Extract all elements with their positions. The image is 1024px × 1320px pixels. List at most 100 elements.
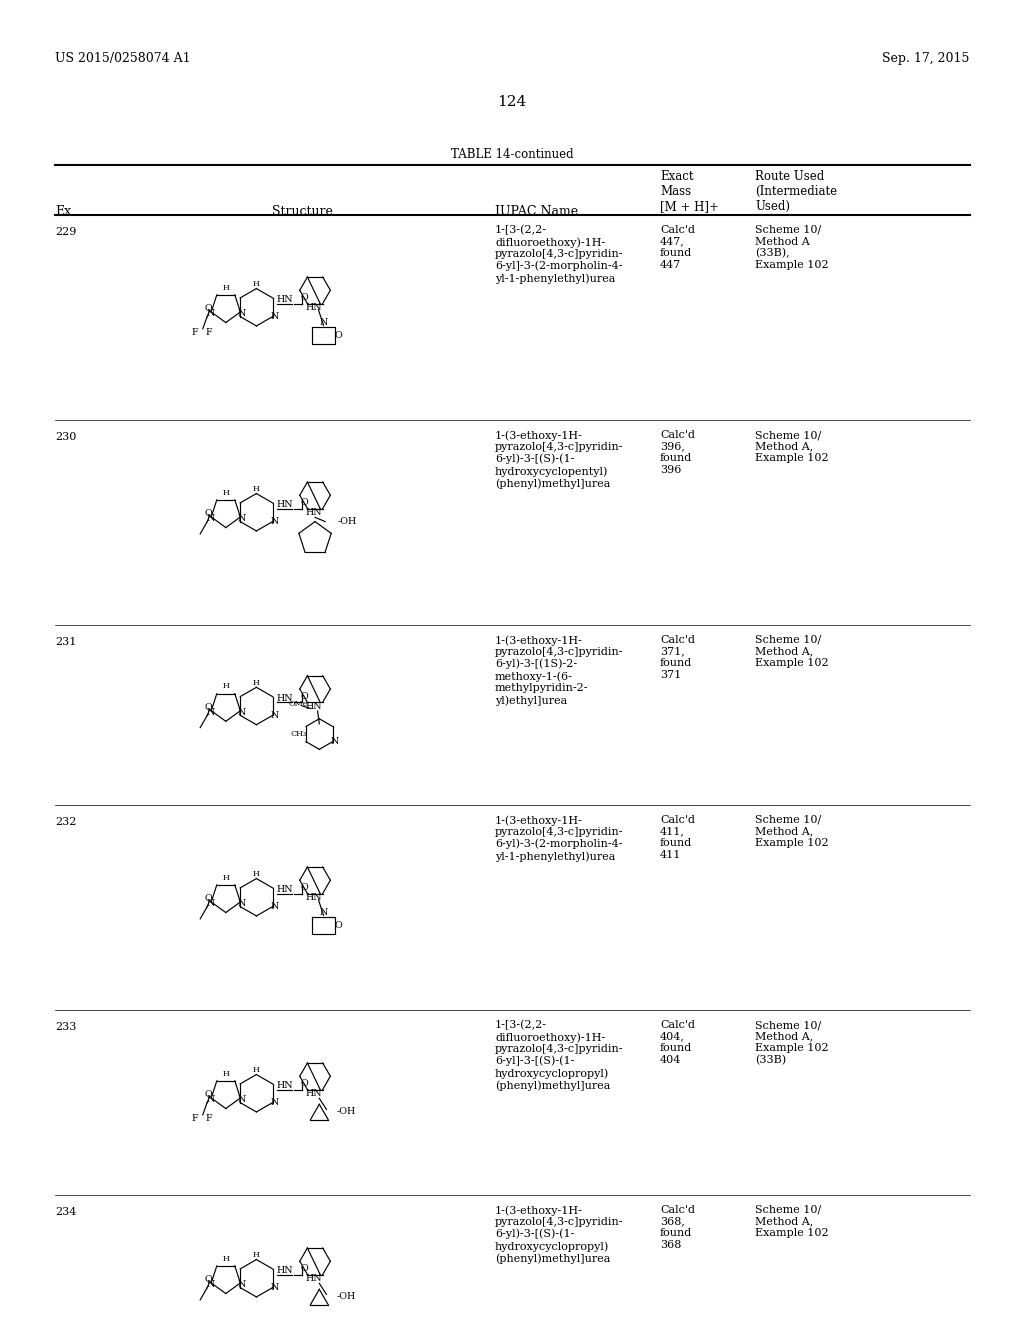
Text: HN: HN — [276, 1266, 293, 1275]
Text: O: O — [300, 883, 308, 892]
Text: H: H — [222, 1069, 229, 1077]
Text: F: F — [191, 327, 199, 337]
Text: Scheme 10/
Method A,
Example 102: Scheme 10/ Method A, Example 102 — [755, 814, 828, 849]
Text: N: N — [238, 1096, 246, 1104]
Text: HN: HN — [305, 304, 322, 313]
Text: 1-(3-ethoxy-1H-
pyrazolo[4,3-c]pyridin-
6-yl)-3-[(1S)-2-
methoxy-1-(6-
methylpyr: 1-(3-ethoxy-1H- pyrazolo[4,3-c]pyridin- … — [495, 635, 624, 706]
Text: O: O — [205, 702, 213, 711]
Text: Exact
Mass
[M + H]+: Exact Mass [M + H]+ — [660, 170, 719, 213]
Text: O: O — [335, 921, 343, 929]
Text: F: F — [191, 1114, 199, 1123]
Text: H: H — [253, 486, 260, 494]
Text: HN: HN — [276, 500, 293, 508]
Text: Structure: Structure — [272, 205, 333, 218]
Text: 231: 231 — [55, 638, 77, 647]
Text: Scheme 10/
Method A,
Example 102
(33B): Scheme 10/ Method A, Example 102 (33B) — [755, 1020, 828, 1065]
Text: 1-[3-(2,2-
difluoroethoxy)-1H-
pyrazolo[4,3-c]pyridin-
6-yl]-3-[(S)-(1-
hydroxyc: 1-[3-(2,2- difluoroethoxy)-1H- pyrazolo[… — [495, 1020, 624, 1092]
Text: H: H — [253, 1251, 260, 1259]
Text: O: O — [300, 293, 308, 302]
Text: O: O — [205, 894, 213, 903]
Text: H: H — [253, 870, 260, 878]
Text: Calc'd
396,
found
396: Calc'd 396, found 396 — [660, 430, 695, 475]
Text: H: H — [253, 1067, 260, 1074]
Text: N: N — [271, 902, 280, 911]
Text: HN: HN — [305, 702, 322, 711]
Text: O: O — [300, 692, 308, 701]
Text: N: N — [238, 1280, 246, 1290]
Text: Calc'd
411,
found
411: Calc'd 411, found 411 — [660, 814, 695, 859]
Text: N: N — [319, 908, 328, 917]
Text: N: N — [319, 318, 328, 327]
Text: HN: HN — [305, 508, 322, 517]
Text: 1-[3-(2,2-
difluoroethoxy)-1H-
pyrazolo[4,3-c]pyridin-
6-yl]-3-(2-morpholin-4-
y: 1-[3-(2,2- difluoroethoxy)-1H- pyrazolo[… — [495, 224, 624, 284]
Text: Calc'd
371,
found
371: Calc'd 371, found 371 — [660, 635, 695, 680]
Text: Scheme 10/
Method A
(33B),
Example 102: Scheme 10/ Method A (33B), Example 102 — [755, 224, 828, 271]
Text: 1-(3-ethoxy-1H-
pyrazolo[4,3-c]pyridin-
6-yl)-3-[(S)-(1-
hydroxycyclopropyl)
(ph: 1-(3-ethoxy-1H- pyrazolo[4,3-c]pyridin- … — [495, 1205, 624, 1265]
Text: HN: HN — [305, 1274, 322, 1283]
Text: Scheme 10/
Method A,
Example 102: Scheme 10/ Method A, Example 102 — [755, 635, 828, 668]
Text: N: N — [207, 515, 215, 523]
Text: N: N — [238, 515, 246, 523]
Text: H: H — [253, 678, 260, 686]
Text: N: N — [207, 899, 215, 908]
Text: N: N — [238, 899, 246, 908]
Text: O: O — [205, 1090, 213, 1100]
Text: O: O — [300, 498, 308, 507]
Text: 1-(3-ethoxy-1H-
pyrazolo[4,3-c]pyridin-
6-yl)-3-[(S)-(1-
hydroxycyclopentyl)
(ph: 1-(3-ethoxy-1H- pyrazolo[4,3-c]pyridin- … — [495, 430, 624, 488]
Text: HN: HN — [305, 894, 322, 903]
Text: US 2015/0258074 A1: US 2015/0258074 A1 — [55, 51, 190, 65]
Text: N: N — [207, 708, 215, 717]
Text: HN: HN — [276, 1081, 293, 1090]
Text: 124: 124 — [498, 95, 526, 110]
Text: -OH: -OH — [337, 517, 356, 527]
Text: Scheme 10/
Method A,
Example 102: Scheme 10/ Method A, Example 102 — [755, 1205, 828, 1238]
Text: O: O — [335, 331, 343, 339]
Text: N: N — [331, 737, 339, 746]
Text: 1-(3-ethoxy-1H-
pyrazolo[4,3-c]pyridin-
6-yl)-3-(2-morpholin-4-
yl-1-phenylethyl: 1-(3-ethoxy-1H- pyrazolo[4,3-c]pyridin- … — [495, 814, 624, 862]
Text: Calc'd
404,
found
404: Calc'd 404, found 404 — [660, 1020, 695, 1065]
Text: 230: 230 — [55, 432, 77, 442]
Text: 232: 232 — [55, 817, 77, 828]
Text: Calc'd
368,
found
368: Calc'd 368, found 368 — [660, 1205, 695, 1250]
Text: N: N — [271, 711, 280, 719]
Text: H: H — [222, 874, 229, 882]
Text: HN: HN — [276, 884, 293, 894]
Text: 233: 233 — [55, 1022, 77, 1032]
Text: H: H — [222, 284, 229, 292]
Text: Route Used
(Intermediate
Used): Route Used (Intermediate Used) — [755, 170, 838, 213]
Text: Scheme 10/
Method A,
Example 102: Scheme 10/ Method A, Example 102 — [755, 430, 828, 463]
Text: N: N — [238, 708, 246, 717]
Text: N: N — [271, 517, 280, 527]
Text: N: N — [271, 1283, 280, 1292]
Text: OMe: OMe — [289, 701, 308, 709]
Text: O: O — [205, 304, 213, 313]
Text: HN: HN — [276, 294, 293, 304]
Text: O: O — [205, 510, 213, 517]
Text: N: N — [207, 309, 215, 318]
Text: F: F — [206, 1114, 212, 1123]
Text: 229: 229 — [55, 227, 77, 238]
Text: N: N — [207, 1096, 215, 1104]
Text: F: F — [206, 327, 212, 337]
Text: N: N — [271, 1098, 280, 1107]
Text: HN: HN — [305, 1089, 322, 1098]
Text: Ex: Ex — [55, 205, 71, 218]
Text: Sep. 17, 2015: Sep. 17, 2015 — [882, 51, 969, 65]
Text: O: O — [300, 1265, 308, 1272]
Text: H: H — [222, 488, 229, 496]
Text: -OH: -OH — [336, 1292, 355, 1302]
Text: N: N — [238, 309, 246, 318]
Text: H: H — [253, 280, 260, 288]
Text: HN: HN — [276, 693, 293, 702]
Text: -OH: -OH — [336, 1107, 355, 1115]
Text: O: O — [205, 1275, 213, 1284]
Text: IUPAC Name: IUPAC Name — [495, 205, 579, 218]
Text: 234: 234 — [55, 1206, 77, 1217]
Text: N: N — [271, 312, 280, 321]
Text: Calc'd
447,
found
447: Calc'd 447, found 447 — [660, 224, 695, 269]
Text: H: H — [222, 1255, 229, 1263]
Text: CH₃: CH₃ — [291, 730, 307, 738]
Text: N: N — [207, 1280, 215, 1290]
Text: TABLE 14-continued: TABLE 14-continued — [451, 148, 573, 161]
Text: H: H — [222, 682, 229, 690]
